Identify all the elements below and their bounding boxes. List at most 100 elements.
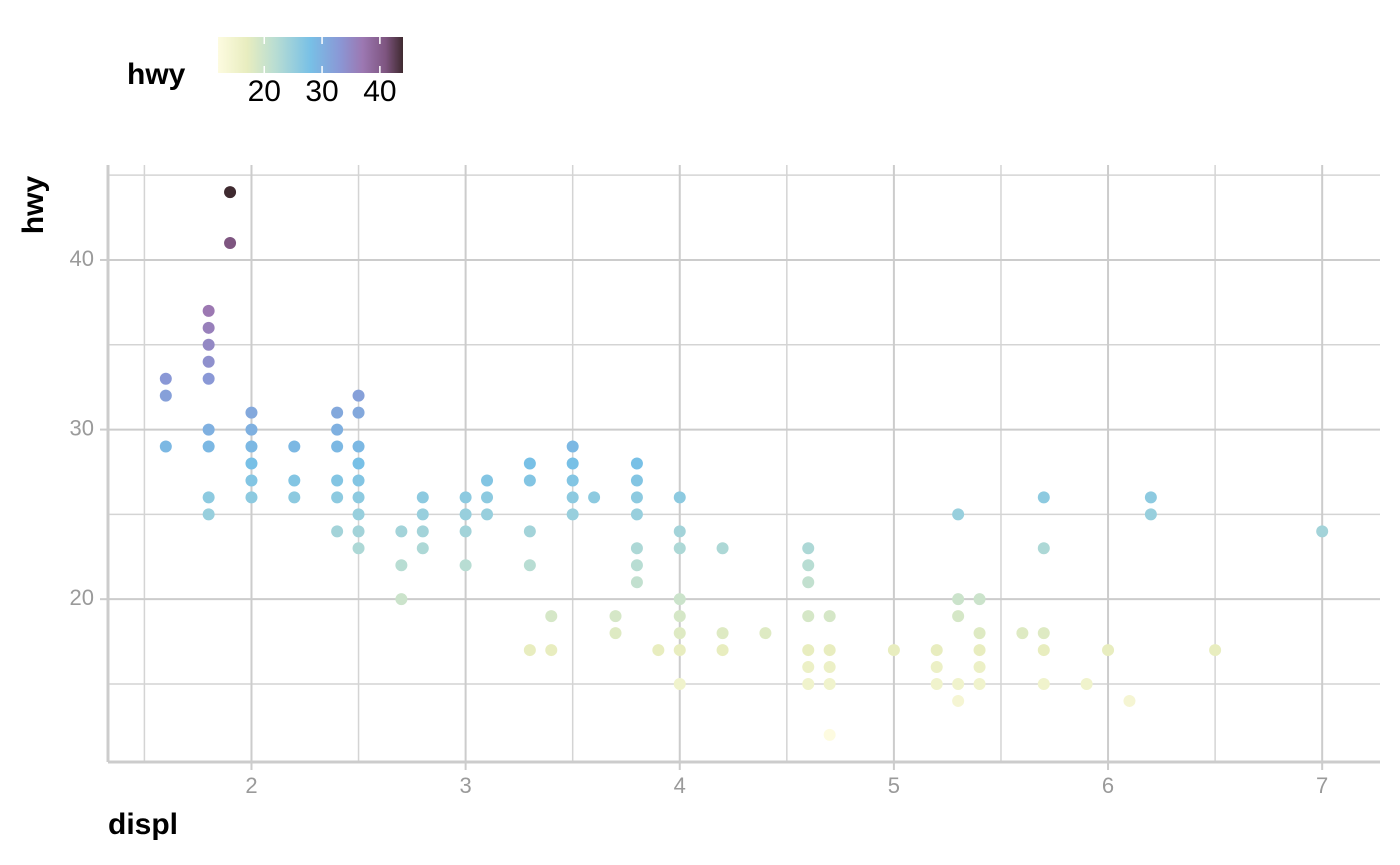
point — [352, 457, 365, 470]
point — [352, 440, 365, 453]
point — [802, 610, 815, 623]
legend-title: hwy — [127, 58, 186, 91]
point — [1037, 542, 1050, 555]
point — [930, 644, 943, 657]
point — [1209, 644, 1222, 657]
point — [416, 508, 429, 521]
point — [1037, 677, 1050, 690]
point — [331, 491, 344, 504]
point — [716, 644, 729, 657]
point — [459, 559, 472, 572]
x-axis-title: displ — [108, 808, 178, 841]
point — [459, 491, 472, 504]
point — [716, 627, 729, 640]
point — [352, 508, 365, 521]
point — [802, 542, 815, 555]
point — [1037, 491, 1050, 504]
point — [481, 491, 494, 504]
point — [545, 644, 558, 657]
point — [609, 610, 622, 623]
point — [245, 457, 258, 470]
point — [545, 610, 558, 623]
point — [952, 694, 965, 707]
point — [823, 728, 836, 741]
point — [823, 644, 836, 657]
point — [202, 355, 215, 368]
point — [416, 542, 429, 555]
point — [288, 440, 301, 453]
point — [1037, 627, 1050, 640]
point — [930, 661, 943, 674]
point — [202, 321, 215, 334]
point — [1016, 627, 1029, 640]
point — [481, 508, 494, 521]
point — [673, 491, 686, 504]
point — [609, 627, 622, 640]
point — [159, 440, 172, 453]
point — [588, 491, 601, 504]
point — [673, 610, 686, 623]
point — [630, 491, 643, 504]
legend-tick-label: 20 — [248, 75, 281, 108]
point — [673, 627, 686, 640]
point — [331, 423, 344, 436]
point — [630, 576, 643, 589]
point — [523, 525, 536, 538]
point — [973, 627, 986, 640]
point — [673, 644, 686, 657]
point — [288, 491, 301, 504]
point — [202, 440, 215, 453]
point — [887, 644, 900, 657]
point — [395, 593, 408, 606]
point — [245, 474, 258, 487]
x-tick-label: 2 — [245, 773, 257, 798]
point — [224, 237, 237, 250]
point — [352, 474, 365, 487]
point — [802, 677, 815, 690]
point — [952, 593, 965, 606]
point — [1144, 491, 1157, 504]
point — [523, 474, 536, 487]
point — [823, 661, 836, 674]
point — [331, 474, 344, 487]
point — [566, 491, 579, 504]
point — [952, 677, 965, 690]
point — [1123, 694, 1136, 707]
point — [630, 457, 643, 470]
point — [673, 525, 686, 538]
y-tick-label: 30 — [70, 415, 94, 440]
point — [523, 644, 536, 657]
point — [1316, 525, 1329, 538]
point — [352, 491, 365, 504]
point — [716, 542, 729, 555]
point — [973, 644, 986, 657]
legend-tick-label: 40 — [363, 75, 396, 108]
point — [652, 644, 665, 657]
point — [416, 491, 429, 504]
point — [823, 610, 836, 623]
point — [395, 559, 408, 572]
point — [566, 440, 579, 453]
point — [352, 389, 365, 402]
point — [566, 508, 579, 521]
point — [802, 559, 815, 572]
point — [973, 661, 986, 674]
point — [630, 559, 643, 572]
point — [202, 508, 215, 521]
point — [159, 372, 172, 385]
x-tick-label: 5 — [888, 773, 900, 798]
point — [673, 677, 686, 690]
point — [630, 542, 643, 555]
point — [459, 508, 472, 521]
point — [523, 457, 536, 470]
point — [288, 474, 301, 487]
legend-tick-label: 30 — [305, 75, 338, 108]
point — [352, 542, 365, 555]
point — [224, 186, 237, 199]
point — [630, 474, 643, 487]
point — [802, 576, 815, 589]
point — [202, 304, 215, 317]
point — [202, 338, 215, 351]
point — [202, 491, 215, 504]
